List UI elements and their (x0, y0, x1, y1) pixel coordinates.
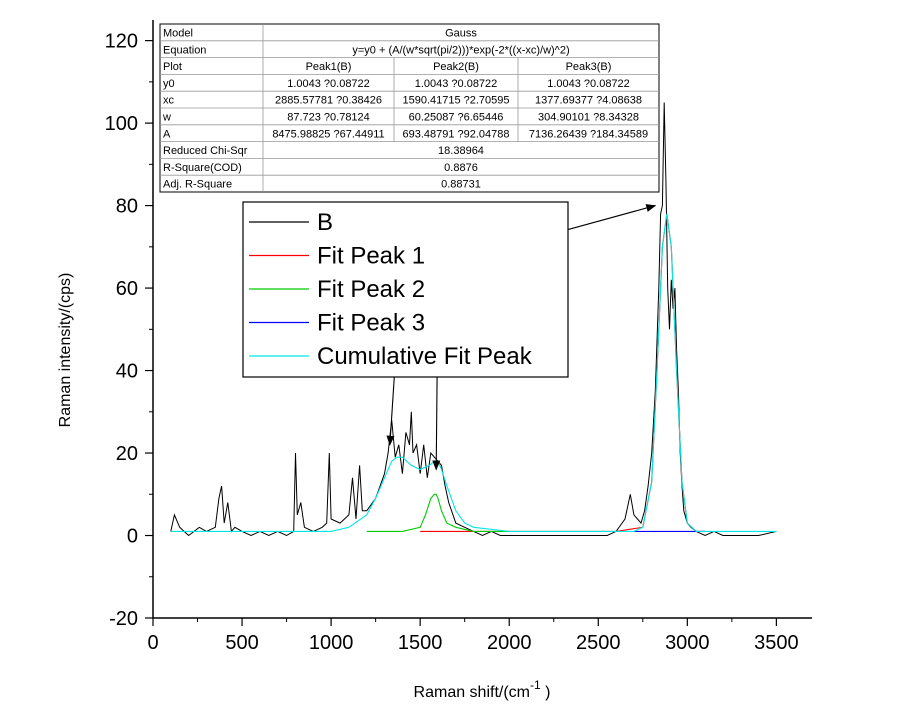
y-tick-label: 120 (105, 31, 138, 53)
fit-table-row-label: Plot (163, 61, 182, 73)
x-tick-label: 500 (225, 632, 258, 654)
legend-label-fit-peak-1: Fit Peak 1 (317, 243, 425, 270)
fit-table-row-label: xc (163, 95, 175, 107)
legend-label-cumulative-fit-peak: Cumulative Fit Peak (317, 343, 533, 370)
y-axis-title: Raman intensity/(cps) (57, 273, 74, 428)
series-line-fit-peak-2 (366, 493, 510, 532)
fit-table-cell: 1.0043 ?0.08722 (287, 78, 370, 90)
fit-table-row-label: Adj. R-Square (163, 179, 232, 191)
fit-table-cell: 1.0043 ?0.08722 (547, 78, 630, 90)
x-tick-label: 1500 (398, 632, 443, 654)
y-tick-label: 80 (116, 196, 138, 218)
fit-table-cell: 7136.26439 ?184.34589 (529, 128, 648, 140)
fit-table-cell: y=y0 + (A/(w*sqrt(pi/2)))*exp(-2*((x-xc)… (352, 44, 569, 56)
x-tick-label: 3500 (754, 632, 799, 654)
y-tick-label: 20 (116, 443, 138, 465)
x-tick-label: 3000 (665, 632, 710, 654)
x-tick-label: 0 (147, 632, 158, 654)
fit-table-row-label: Equation (163, 44, 206, 56)
fit-table-cell: 1.0043 ?0.08722 (415, 78, 498, 90)
y-tick-label: -20 (109, 608, 138, 630)
fit-results-table: Model Gauss Equation y=y0 + (A/(w*sqrt(pi/2… (159, 23, 660, 193)
fit-table-cell: 2885.57781 ?0.38426 (275, 95, 382, 107)
fit-table-row-label: w (162, 112, 171, 124)
fit-table-cell: 87.723 ?0.78124 (287, 112, 370, 124)
fit-table-cell: 693.48791 ?92.04788 (402, 128, 509, 140)
fit-table-row-label: Model (163, 28, 193, 40)
y-tick-label: 100 (105, 113, 138, 135)
legend-label-fit-peak-2: Fit Peak 2 (317, 276, 425, 303)
x-axis-title: Raman shift/(cm-1 ) (414, 678, 551, 701)
fit-table-cell: Peak1(B) (306, 61, 352, 73)
y-tick-label: 60 (116, 278, 138, 300)
x-tick-label: 1000 (309, 632, 354, 654)
fit-table-cell: Peak2(B) (433, 61, 479, 73)
legend: B Fit Peak 1 Fit Peak 2 Fit Peak 3 Cumulativ… (242, 201, 569, 378)
fit-table-cell: 8475.98825 ?67.44911 (272, 128, 384, 140)
fit-table-cell: Gauss (445, 28, 477, 40)
fit-table-cell: 18.38964 (438, 145, 484, 157)
legend-label-fit-peak-3: Fit Peak 3 (317, 310, 425, 337)
series-line-b (170, 102, 777, 537)
fit-table-cell: 0.8876 (444, 162, 478, 174)
y-tick-label: 40 (116, 361, 138, 383)
fit-table-cell: 0.88731 (441, 179, 481, 191)
legend-label-b: B (317, 209, 333, 236)
series-line-cumulative-fit-peak (170, 213, 777, 532)
fit-table-row-label: y0 (163, 78, 175, 90)
fit-table-cell: 1590.41715 ?2.70595 (402, 95, 509, 107)
fit-table-cell: 1377.69377 ?4.08638 (535, 95, 642, 107)
fit-table-row-label: R-Square(COD) (163, 162, 242, 174)
x-tick-label: 2000 (487, 632, 532, 654)
fit-table-cell: Peak3(B) (566, 61, 612, 73)
y-tick-label: 0 (127, 526, 138, 548)
fit-table-row-label: Reduced Chi-Sqr (163, 145, 248, 157)
fit-table-cell: 304.90101 ?8.34328 (538, 112, 639, 124)
fit-table-row-label: A (163, 128, 171, 140)
x-tick-label: 2500 (576, 632, 621, 654)
fit-table-cell: 60.25087 ?6.65446 (409, 112, 504, 124)
